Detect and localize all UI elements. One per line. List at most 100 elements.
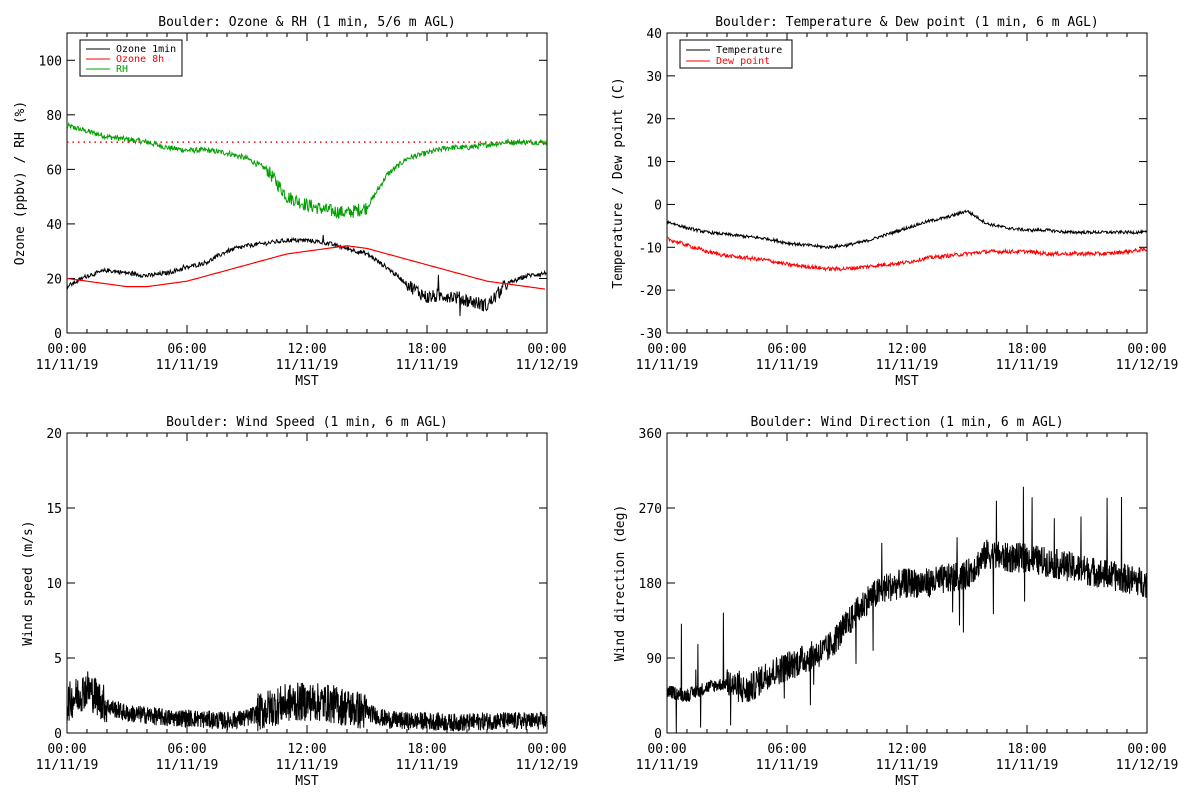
x-axis-label: MST [895,374,919,389]
y-tick-label: 90 [646,652,662,667]
x-tick-label-time: 00:00 [47,742,86,757]
x-tick-label-date: 11/11/19 [756,758,819,773]
x-tick-label-date: 11/12/19 [1116,758,1179,773]
chart-title: Boulder: Ozone & RH (1 min, 5/6 m AGL) [158,15,455,30]
x-tick-label-time: 12:00 [287,342,326,357]
x-tick-label-date: 11/11/19 [876,358,939,373]
y-tick-label: 180 [639,577,662,592]
y-tick-label: 0 [654,198,662,213]
series-line-wind-speed [66,671,548,732]
legend-label-ozone-1min: Ozone 1min [116,44,176,55]
series-line-wind-direction [666,486,1148,734]
x-tick-label-date: 11/12/19 [1116,358,1179,373]
x-tick-label-time: 12:00 [887,342,926,357]
y-tick-label: 20 [46,427,62,442]
x-tick-label-time: 06:00 [767,342,806,357]
y-tick-label: 270 [639,502,662,517]
y-tick-label: -20 [639,284,662,299]
x-tick-label-time: 06:00 [167,342,206,357]
x-ticks: 00:0011/11/1906:0011/11/1912:0011/11/191… [636,33,1179,389]
x-axis-label: MST [895,774,919,789]
y-tick-label: 20 [46,272,62,287]
y-tick-label: 10 [646,156,662,171]
y-tick-label: 40 [46,218,62,233]
y-tick-label: 0 [54,327,62,342]
x-tick-label-date: 11/12/19 [516,758,579,773]
x-tick-label-date: 11/11/19 [396,758,459,773]
legend-box [679,39,793,69]
x-axis-label: MST [295,374,319,389]
plot-frame [666,32,1148,334]
legend-label-temperature: Temperature [716,45,782,56]
x-tick-label-date: 11/11/19 [36,758,99,773]
x-tick-label-time: 12:00 [287,742,326,757]
x-tick-label-time: 18:00 [407,742,446,757]
panel-wind-direction: Boulder: Wind Direction (1 min, 6 m AGL)… [613,415,1178,789]
series-line-ozone-8h [66,245,546,290]
x-tick-label-date: 11/11/19 [756,358,819,373]
y-axis-label: Temperature / Dew point (C) [611,77,626,288]
x-tick-label-time: 00:00 [527,742,566,757]
legend: Ozone 1min Ozone 8h RH [79,39,183,77]
legend-box [79,39,183,77]
x-tick-label-date: 11/11/19 [276,358,339,373]
x-ticks: 00:0011/11/1906:0011/11/1912:0011/11/191… [36,433,579,789]
x-tick-label-time: 18:00 [407,342,446,357]
y-tick-label: -30 [639,327,662,342]
x-tick-label-date: 11/12/19 [516,358,579,373]
x-ticks: 00:0011/11/1906:0011/11/1912:0011/11/191… [636,433,1179,789]
y-tick-label: 15 [46,502,62,517]
x-tick-label-time: 06:00 [167,742,206,757]
x-tick-label-time: 00:00 [647,342,686,357]
series-line-temperature [666,209,1147,250]
legend: Temperature Dew point [679,39,793,69]
x-tick-label-time: 00:00 [1127,342,1166,357]
y-axis-label: Wind direction (deg) [613,505,628,662]
legend-label-dew-point: Dew point [716,56,770,67]
chart-title: Boulder: Wind Speed (1 min, 6 m AGL) [166,415,448,430]
y-tick-label: 0 [654,727,662,742]
plot-frame [66,32,548,334]
series-line-rh [66,121,547,219]
series-line-ozone-1min [66,234,547,317]
x-tick-label-time: 18:00 [1007,742,1046,757]
panel-wind-speed: Boulder: Wind Speed (1 min, 6 m AGL) Win… [21,415,578,789]
y-tick-label: 40 [646,27,662,42]
x-tick-label-date: 11/11/19 [276,758,339,773]
y-axis-label: Wind speed (m/s) [21,520,36,645]
y-ticks: 0 20 40 60 80 100 [39,54,547,342]
x-tick-label-date: 11/11/19 [996,358,1059,373]
y-ticks: -30 -20 -10 0 10 20 30 40 [639,27,1147,342]
chart-title: Boulder: Temperature & Dew point (1 min,… [715,15,1099,30]
y-tick-label: 80 [46,109,62,124]
x-ticks: 00:0011/11/1906:0011/11/1912:0011/11/191… [36,33,579,389]
legend-label-ozone-8h: Ozone 8h [116,54,164,65]
x-tick-label-date: 11/11/19 [636,358,699,373]
panel-ozone-rh: Boulder: Ozone & RH (1 min, 5/6 m AGL) O… [13,15,578,389]
y-tick-label: 360 [639,427,662,442]
x-tick-label-date: 11/11/19 [396,358,459,373]
series-line-dew-point [666,236,1147,272]
x-tick-label-date: 11/11/19 [996,758,1059,773]
y-axis-label: Ozone (ppbv) / RH (%) [13,101,28,265]
y-tick-label: 100 [39,54,62,69]
y-tick-label: 5 [54,652,62,667]
x-tick-label-time: 00:00 [47,342,86,357]
x-tick-label-time: 00:00 [1127,742,1166,757]
y-tick-label: 20 [646,113,662,128]
plot-frame [66,432,548,734]
x-tick-label-date: 11/11/19 [636,758,699,773]
x-tick-label-date: 11/11/19 [156,758,219,773]
y-tick-label: -10 [639,241,662,256]
y-ticks: 0 5 10 15 20 [46,427,547,742]
x-tick-label-date: 11/11/19 [36,358,99,373]
x-tick-label-time: 18:00 [1007,342,1046,357]
x-tick-label-time: 06:00 [767,742,806,757]
x-tick-label-date: 11/11/19 [876,758,939,773]
y-tick-label: 0 [54,727,62,742]
chart-title: Boulder: Wind Direction (1 min, 6 m AGL) [750,415,1063,430]
x-tick-label-time: 00:00 [647,742,686,757]
x-tick-label-time: 00:00 [527,342,566,357]
legend-label-rh: RH [116,64,128,75]
